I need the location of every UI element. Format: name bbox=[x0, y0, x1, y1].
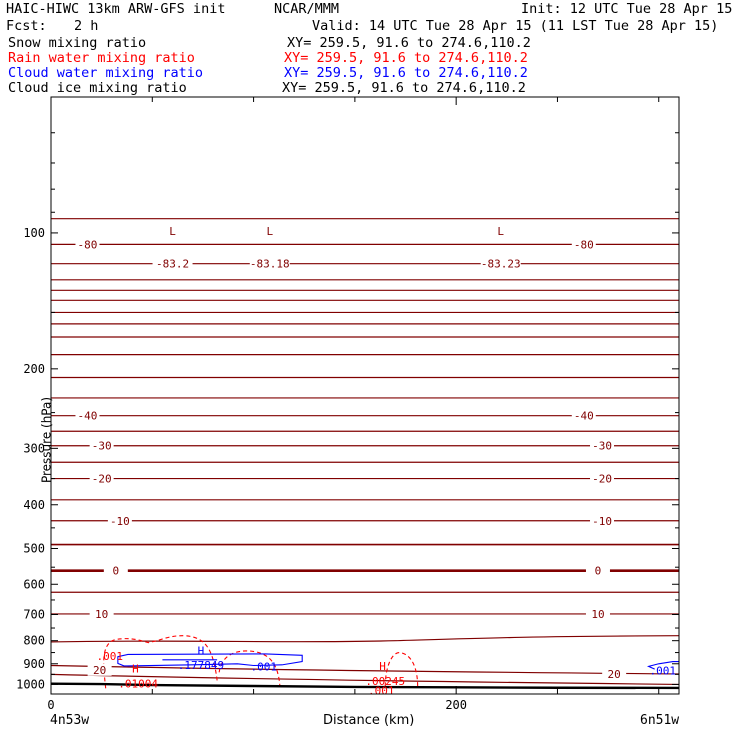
y-tick-label: 200 bbox=[23, 362, 45, 376]
isotherm-label: -40 bbox=[574, 410, 594, 423]
chart-title: HAIC-HIWC 13km ARW-GFS init bbox=[6, 1, 226, 17]
rain-high-marker: H bbox=[379, 660, 386, 673]
low-marker: L bbox=[169, 225, 176, 238]
legend-ice-xy: XY= 259.5, 91.6 to 274.6,110.2 bbox=[282, 80, 526, 96]
legend-snow-name: Snow mixing ratio bbox=[8, 35, 147, 51]
x-axis-label: Distance (km) bbox=[323, 713, 415, 728]
label-bg bbox=[571, 238, 596, 251]
isotherm-label: 10 bbox=[95, 608, 108, 621]
x-tick-label: 200 bbox=[445, 698, 467, 712]
isotherm-label: 20 bbox=[93, 664, 106, 677]
label-bg bbox=[590, 472, 615, 485]
cloud-contour bbox=[117, 653, 303, 667]
label-bg bbox=[89, 472, 114, 485]
label-bg bbox=[571, 409, 596, 422]
isotherm-label: -30 bbox=[592, 440, 612, 453]
surface-line bbox=[50, 682, 680, 690]
y-tick-label: 400 bbox=[23, 498, 45, 512]
label-bg bbox=[602, 667, 627, 680]
y-axis-label: Pressure (hPa) bbox=[39, 396, 54, 484]
y-tick-label: 600 bbox=[23, 577, 45, 591]
x-start-location: 4n53w bbox=[50, 713, 90, 728]
y-tick-label: 1000 bbox=[16, 677, 45, 691]
x-end-location: 6n51w bbox=[640, 713, 680, 728]
rain-high-value: .01004 bbox=[118, 677, 158, 690]
valid-time: Valid: 14 UTC Tue 28 Apr 15 (11 LST Tue … bbox=[312, 18, 719, 34]
isotherm-label: -40 bbox=[78, 410, 98, 423]
rain-high-value: .00245 bbox=[365, 675, 405, 688]
y-tick-label: 800 bbox=[23, 634, 45, 648]
isotherm-label: -10 bbox=[592, 515, 612, 528]
y-tick-label: 300 bbox=[23, 441, 45, 455]
low-value: -83.18 bbox=[250, 258, 290, 271]
cloud-high-marker: H bbox=[198, 644, 205, 657]
label-bg bbox=[152, 257, 193, 270]
isotherm-line bbox=[50, 673, 680, 686]
isotherm-label: 0 bbox=[113, 565, 120, 578]
x-tick-label: 0 bbox=[47, 698, 54, 712]
label-bg bbox=[89, 439, 114, 452]
fcst-label: Fcst: bbox=[6, 18, 47, 34]
label-bg bbox=[103, 564, 128, 577]
y-tick-label: 700 bbox=[23, 607, 45, 621]
y-tick-label: 100 bbox=[23, 226, 45, 240]
legend-ice-name: Cloud ice mixing ratio bbox=[8, 80, 187, 96]
legend-snow-xy: XY= 259.5, 91.6 to 274.6,110.2 bbox=[287, 35, 531, 51]
low-marker: L bbox=[497, 225, 504, 238]
cloud-high-value: .177849 bbox=[178, 659, 224, 672]
cloud-contour bbox=[646, 661, 679, 670]
rain-high-marker: H bbox=[132, 662, 139, 675]
contour-labels: -80 -80 -40 -40 -30 -30 -20 -20 -10 -10 0 0 10 10 20 20… bbox=[75, 225, 676, 698]
rain-contours bbox=[103, 635, 419, 689]
label-bg bbox=[590, 439, 615, 452]
rain-contour bbox=[103, 635, 218, 689]
isotherm-lines bbox=[50, 218, 680, 686]
label-bg bbox=[480, 257, 521, 270]
low-value: -83.23 bbox=[481, 258, 521, 271]
label-bg bbox=[585, 564, 610, 577]
legend-cloud-name: Cloud water mixing ratio bbox=[8, 65, 204, 81]
label-bg bbox=[89, 607, 114, 620]
y-tick-label: 900 bbox=[23, 657, 45, 671]
label-bg bbox=[75, 409, 100, 422]
fcst-value: 2 h bbox=[74, 18, 99, 34]
label-bg bbox=[75, 238, 100, 251]
rain-contour-label: .001 bbox=[96, 650, 123, 663]
cloud-contours bbox=[117, 653, 679, 670]
init-time: Init: 12 UTC Tue 28 Apr 15 bbox=[521, 1, 733, 17]
isotherm-label: -10 bbox=[110, 515, 130, 528]
isotherm-label: -20 bbox=[592, 473, 612, 486]
isotherm-label: 0 bbox=[595, 565, 602, 578]
isotherm-line bbox=[50, 635, 680, 643]
isotherm-label: 10 bbox=[591, 608, 604, 621]
cloud-contour-label: .001 bbox=[250, 660, 277, 673]
surface-pressure-line bbox=[50, 682, 680, 690]
isotherm-label: -80 bbox=[574, 238, 594, 251]
label-bg bbox=[87, 663, 112, 676]
isotherm-label: -30 bbox=[92, 440, 112, 453]
low-marker: L bbox=[266, 225, 273, 238]
isotherm-line bbox=[50, 664, 680, 675]
cloud-contour-label: .001 bbox=[650, 665, 677, 678]
low-value: -83.2 bbox=[156, 258, 189, 271]
legend-rain-xy: XY= 259.5, 91.6 to 274.6,110.2 bbox=[284, 50, 528, 66]
isotherm-label: 20 bbox=[608, 668, 621, 681]
label-bg bbox=[249, 257, 290, 270]
isotherm-label: -80 bbox=[78, 238, 98, 251]
y-tick-label: 500 bbox=[23, 542, 45, 556]
label-bg bbox=[590, 514, 615, 527]
legend-rain-name: Rain water mixing ratio bbox=[8, 50, 195, 66]
rain-contour bbox=[384, 652, 419, 687]
legend-cloud-xy: XY= 259.5, 91.6 to 274.6,110.2 bbox=[284, 65, 528, 81]
rain-contour-label: .001 bbox=[368, 685, 395, 698]
plot-frame bbox=[50, 96, 680, 695]
label-bg bbox=[107, 514, 132, 527]
org-label: NCAR/MMM bbox=[274, 1, 340, 17]
rain-contour bbox=[218, 650, 281, 687]
label-bg bbox=[585, 607, 610, 620]
isotherm-label: -20 bbox=[92, 473, 112, 486]
